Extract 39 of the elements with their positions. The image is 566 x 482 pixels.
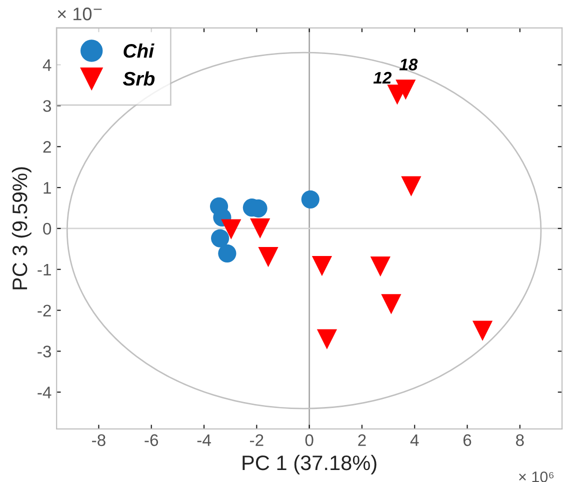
point [312, 256, 332, 276]
point [211, 229, 230, 248]
point [221, 219, 242, 240]
text: × 10$^{−}$ [58, 8, 102, 20]
y-tick-label: 3 [43, 100, 52, 112]
legend-label: Srb [122, 71, 155, 86]
text: × 10⁶ [519, 471, 554, 482]
legend-label: Chi [124, 44, 154, 58]
annotation: 18 [399, 58, 418, 70]
y-tick-label: -2 [38, 304, 51, 316]
x-tick-label: -6 [144, 434, 158, 446]
point [370, 256, 390, 277]
point [218, 244, 236, 262]
point [396, 80, 416, 100]
y-tick-label: 0 [43, 222, 52, 235]
y-axis-title: PC 3 (9.59%) [12, 167, 32, 290]
point [401, 176, 422, 196]
x-tick-label: -8 [92, 434, 106, 446]
annotation: 12 [373, 72, 392, 84]
y-tick-label: 4 [42, 59, 52, 71]
point [316, 329, 338, 350]
x-tick-label: -2 [250, 434, 264, 446]
y-tick-label: -1 [38, 264, 51, 276]
y-tick-label: -4 [38, 386, 52, 398]
y-tick-label: -3 [38, 346, 52, 358]
y-tick-label: 2 [43, 141, 51, 153]
point [301, 190, 320, 208]
point [472, 320, 493, 341]
y-tick-label: 1 [44, 182, 51, 194]
point [250, 218, 270, 239]
x-tick-label: 4 [410, 434, 419, 446]
point [258, 247, 278, 268]
x-tick-label: 0 [305, 434, 314, 446]
x-tick-label: 6 [463, 434, 472, 446]
x-axis-title: PC 1 (37.18%) [242, 454, 376, 474]
point [381, 294, 402, 314]
x-tick-label: 2 [358, 434, 366, 446]
x-tick-label: 8 [516, 434, 524, 446]
x-tick-label: -4 [197, 434, 211, 446]
